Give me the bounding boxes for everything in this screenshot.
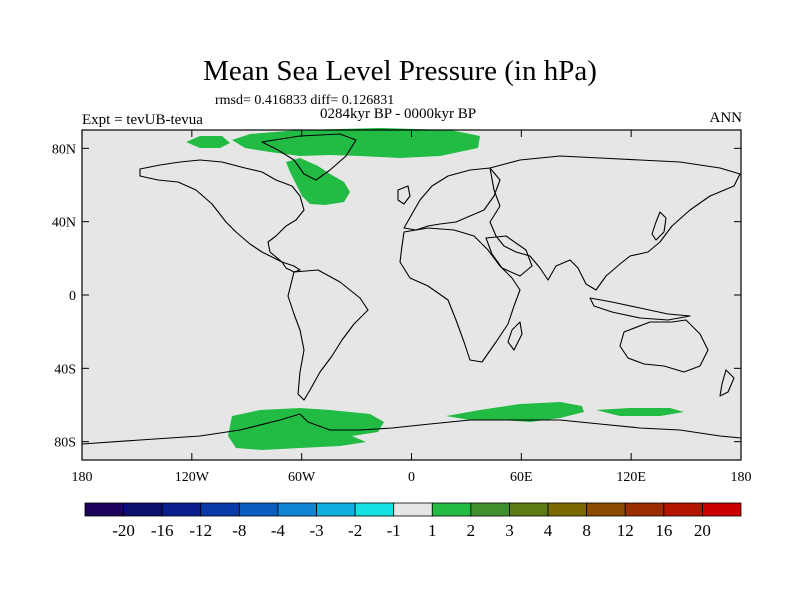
colorbar-label: -2 (348, 521, 362, 540)
coastline-africa (399, 227, 521, 363)
coastline-north-america (139, 159, 305, 273)
season-label: ANN (709, 110, 743, 126)
arctic-anomaly-patch-west (186, 136, 230, 148)
colorbar-label: 8 (582, 521, 591, 540)
arctic-anomaly-patch (232, 128, 480, 158)
colorbar-label: -16 (151, 521, 174, 540)
coastline-british-isles (397, 185, 411, 205)
stats-subtitle: rmsd= 0.416833 diff= 0.126831 (215, 93, 395, 108)
southern-ocean-anomaly-patch-west (228, 408, 384, 450)
colorbar-label: -3 (309, 521, 323, 540)
x-axis: 180 120W 60W 0 60E 120E 180 (72, 130, 752, 485)
x-tick-label: 120W (175, 470, 210, 485)
y-tick-label: 40S (54, 362, 76, 377)
coastline-antarctica (81, 413, 742, 445)
map-title: Mean Sea Level Pressure (in hPa) (203, 55, 597, 87)
colorbar-swatch (84, 502, 124, 517)
experiment-label: Expt = tevUB-tevua (82, 112, 203, 128)
anomaly-patches (186, 128, 684, 450)
colorbar-label: 16 (655, 521, 672, 540)
colorbar-swatch (200, 502, 240, 517)
colorbar-swatch (586, 502, 626, 517)
coastline-indonesia (589, 297, 691, 321)
colorbar-label: -1 (387, 521, 401, 540)
colorbar-label: -12 (189, 521, 212, 540)
x-tick-label: 180 (731, 470, 752, 485)
y-tick-label: 0 (69, 289, 76, 304)
x-tick-label: 0 (408, 470, 415, 485)
period-subtitle: 0284kyr BP - 0000kyr BP (320, 106, 477, 122)
colorbar-label: -8 (232, 521, 246, 540)
colorbar-swatch (123, 502, 163, 517)
colorbar-swatch (431, 502, 472, 517)
colorbar-swatch (702, 502, 742, 517)
x-tick-label: 60W (288, 470, 316, 485)
coastline-japan (651, 211, 667, 241)
colorbar-label: -4 (271, 521, 286, 540)
colorbar-swatch (624, 502, 665, 517)
colorbar-swatch (316, 502, 356, 517)
y-tick-label: 40N (52, 216, 76, 231)
colorbar-label: 4 (544, 521, 553, 540)
southern-ocean-anomaly-patch-central (446, 402, 584, 422)
x-tick-label: 180 (72, 470, 93, 485)
colorbar-swatch (238, 502, 279, 517)
colorbar-swatch (354, 502, 395, 517)
y-tick-label: 80N (52, 142, 76, 157)
colorbar-label: 12 (617, 521, 634, 540)
colorbar-swatch (470, 502, 510, 517)
colorbar-label: 2 (467, 521, 476, 540)
north-atlantic-anomaly-patch (286, 158, 350, 205)
colorbar-label: 20 (694, 521, 711, 540)
colorbar-label: 1 (428, 521, 437, 540)
ocean-background (82, 130, 741, 460)
map-plot-area: 180 120W 60W 0 60E 120E 180 80N 40N 0 40S 80S (52, 128, 752, 485)
x-tick-label: 60E (510, 470, 533, 485)
y-tick-label: 80S (54, 436, 76, 451)
colorbar: -20 -16 -12 -8 -4 -3 -2 -1 1 2 3 4 8 12 16 20 (84, 502, 742, 540)
coastline-new-zealand (719, 369, 735, 397)
colorbar-label: -20 (112, 521, 135, 540)
y-axis: 80N 40N 0 40S 80S (52, 142, 741, 451)
colorbar-swatch (547, 502, 588, 517)
coastline-australia (619, 319, 709, 373)
colorbar-swatch (393, 502, 433, 517)
coastline-madagascar (507, 321, 523, 351)
colorbar-swatch (663, 502, 703, 517)
colorbar-swatch (161, 502, 202, 517)
coastline-europe (403, 167, 501, 231)
coastline-greenland (261, 133, 357, 181)
colorbar-swatch (277, 502, 317, 517)
colorbar-swatch (509, 502, 549, 517)
coastlines (81, 133, 742, 445)
coastline-arabia (485, 235, 533, 277)
coastline-south-america (287, 269, 369, 401)
southern-ocean-anomaly-patch-east (596, 408, 684, 416)
colorbar-label: 3 (505, 521, 514, 540)
x-tick-label: 120E (616, 470, 646, 485)
coastline-asia (489, 155, 741, 291)
